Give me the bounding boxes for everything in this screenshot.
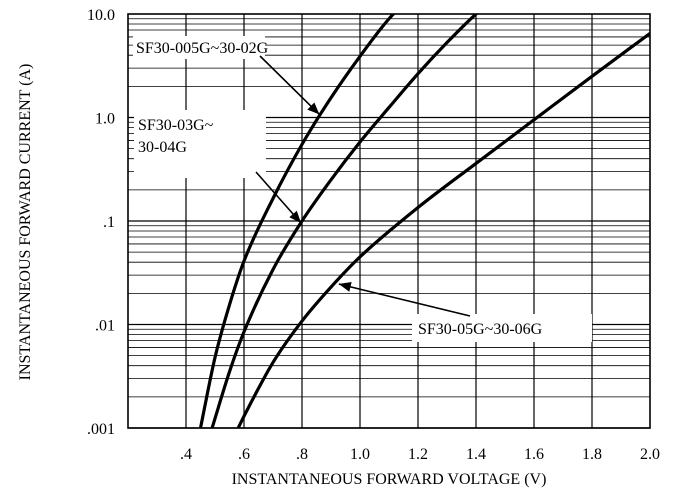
annotation-arrow-2-head — [289, 210, 301, 223]
x-tick-label: 1.4 — [466, 446, 486, 463]
annotation-label-3: SF30-05G~30-06G — [418, 321, 543, 338]
grid — [128, 14, 650, 429]
annotation-box-3 — [412, 314, 592, 342]
x-tick-label: .8 — [296, 446, 308, 463]
annotation-arrow-3-head — [338, 282, 352, 292]
y-tick-labels: 10.0 1.0 .1 .01 .001 — [87, 7, 115, 438]
series-curve-2 — [210, 14, 479, 428]
y-tick-label: .001 — [87, 421, 115, 438]
x-tick-label: .6 — [238, 446, 250, 463]
x-tick-label: 1.2 — [408, 446, 428, 463]
y-tick-label: .1 — [103, 214, 115, 231]
annotation-label-2b: 30-04G — [138, 139, 187, 156]
x-tick-label: .4 — [180, 446, 192, 463]
annotation-arrow-1-line — [259, 55, 320, 115]
x-tick-label: 1.8 — [582, 446, 602, 463]
annotation-arrow-3-line — [338, 283, 471, 317]
x-tick-label: 2.0 — [640, 446, 660, 463]
annotation-box-1 — [133, 36, 265, 59]
y-tick-label: 10.0 — [87, 7, 115, 24]
annotation-arrow-1-head — [307, 102, 320, 115]
annotations: SF30-005G~30-02G SF30-03G~ 30-04G SF30-05G~… — [133, 36, 592, 342]
y-axis-label: INSTANTANEOUS FORWARD CURRENT (A) — [17, 64, 34, 381]
series-curve-1 — [198, 14, 396, 428]
annotation-box-2 — [134, 110, 266, 178]
x-axis-label: INSTANTANEOUS FORWARD VOLTAGE (V) — [232, 471, 547, 488]
annotation-label-2a: SF30-03G~ — [138, 117, 214, 134]
y-tick-label: 1.0 — [95, 111, 115, 128]
x-tick-labels: .4 .6 .8 1.0 1.2 1.4 1.6 1.8 2.0 — [180, 446, 660, 463]
x-tick-label: 1.6 — [524, 446, 544, 463]
series-curve-3 — [236, 32, 650, 428]
y-tick-label: .01 — [95, 318, 115, 335]
curves — [198, 14, 650, 428]
x-tick-label: 1.0 — [350, 446, 370, 463]
plot-frame — [127, 13, 651, 429]
annotation-label-1: SF30-005G~30-02G — [136, 40, 269, 57]
